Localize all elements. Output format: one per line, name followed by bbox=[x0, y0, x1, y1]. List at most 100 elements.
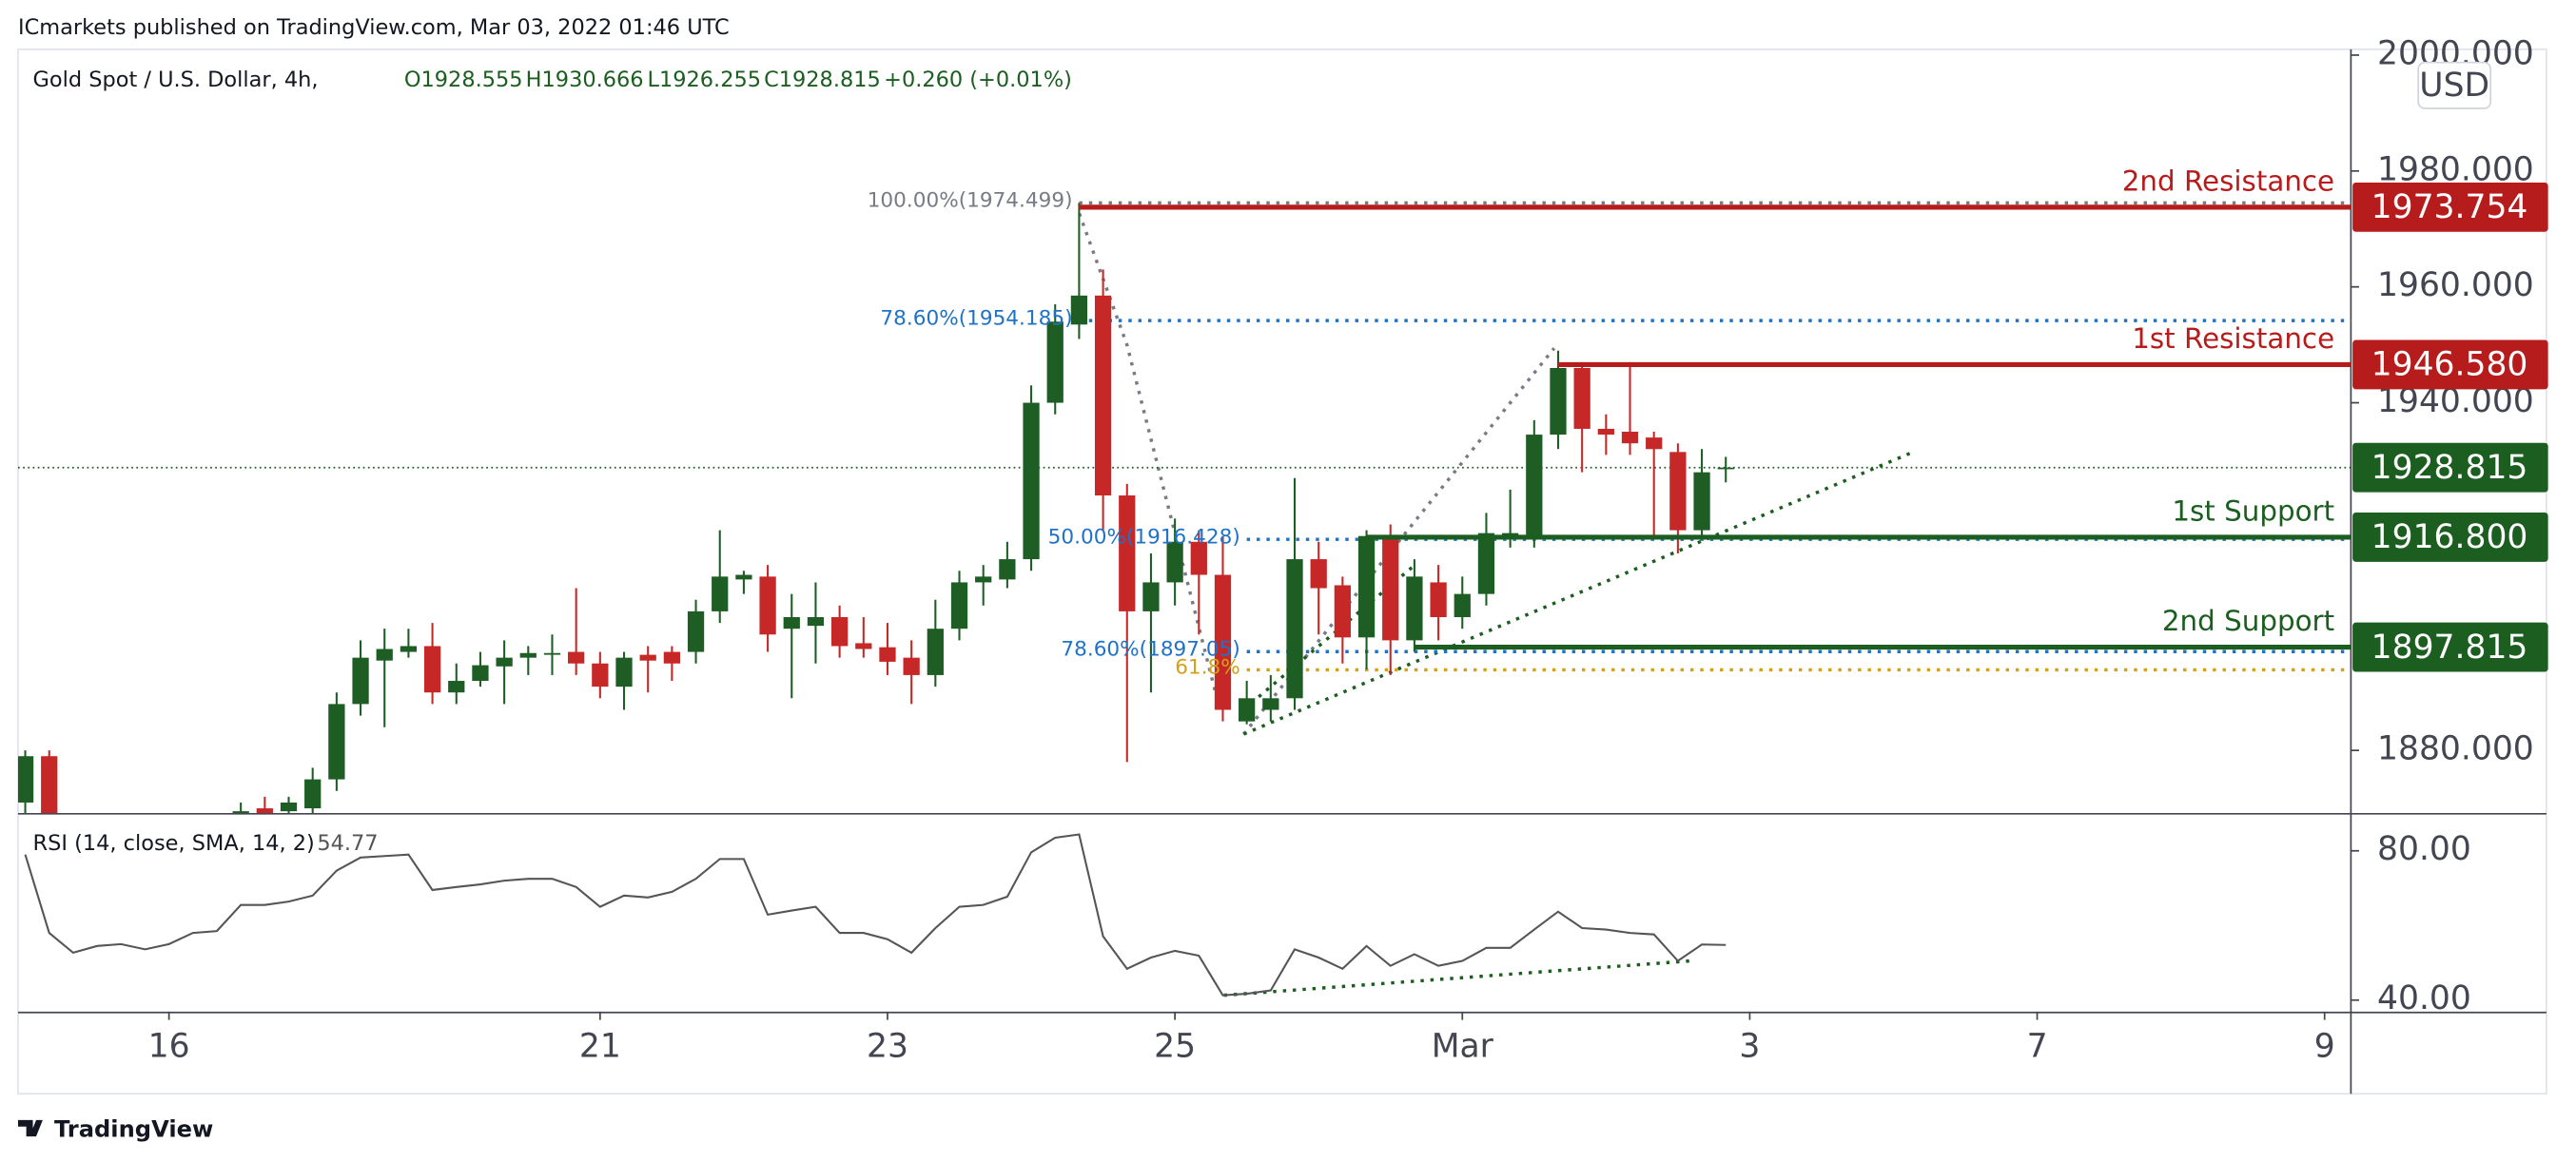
x-tick-label: 16 bbox=[148, 1027, 190, 1065]
candle-body bbox=[879, 647, 896, 662]
last-price-tag-bg bbox=[2352, 442, 2548, 493]
y-tick-label: 1960.000 bbox=[2377, 266, 2534, 304]
candle-body bbox=[1190, 541, 1207, 575]
symbol: Gold Spot / U.S. Dollar, 4h, bbox=[33, 68, 319, 92]
fib-label: 50.00%(1916.428) bbox=[1048, 525, 1240, 549]
candles bbox=[17, 201, 2352, 813]
fib-label: 61.8% bbox=[1175, 656, 1240, 680]
candle-body bbox=[1357, 535, 1376, 638]
candle-body bbox=[735, 574, 752, 580]
rsi-last: 54.77 bbox=[317, 831, 378, 856]
price-tag: 1973.754 bbox=[2371, 188, 2528, 226]
x-tick-label: Mar bbox=[1432, 1027, 1494, 1065]
candle-body bbox=[1406, 576, 1423, 641]
level-label: 2nd Support bbox=[2162, 605, 2334, 637]
candle-body bbox=[1430, 582, 1447, 617]
ohlc-low: L1926.255 bbox=[647, 68, 761, 92]
price-tag: 1897.815 bbox=[2371, 629, 2528, 667]
brand: TradingView bbox=[54, 1115, 213, 1142]
x-tick-label: 25 bbox=[1154, 1027, 1196, 1065]
last-price-tag: 1928.815 bbox=[2371, 449, 2528, 487]
trend-line bbox=[1242, 565, 1415, 711]
candle-body bbox=[1286, 559, 1303, 699]
candle-body bbox=[472, 665, 489, 682]
candle-body bbox=[1239, 698, 1256, 722]
level-label: 1st Support bbox=[2172, 495, 2334, 528]
drawing-line bbox=[1242, 347, 1556, 736]
drawings bbox=[1078, 212, 1915, 997]
candle-body bbox=[759, 576, 776, 635]
fib-label: 78.60%(1954.185) bbox=[880, 306, 1072, 330]
drawing-line bbox=[1078, 212, 1221, 707]
x-tick-label: 7 bbox=[2027, 1027, 2048, 1065]
candle-body bbox=[1119, 495, 1136, 611]
y-tick-label: 40.00 bbox=[2377, 979, 2471, 1017]
candle-body bbox=[1046, 321, 1064, 403]
candle-body bbox=[232, 811, 249, 813]
candle-body bbox=[1477, 533, 1495, 594]
candle-body bbox=[927, 629, 944, 675]
candle-body bbox=[17, 756, 34, 803]
candle-body bbox=[400, 646, 418, 652]
candle-body bbox=[1214, 574, 1232, 710]
candle-body bbox=[950, 582, 968, 629]
candle-body bbox=[1597, 428, 1614, 436]
currency-button[interactable]: USD bbox=[2417, 61, 2492, 109]
candle-body bbox=[1550, 367, 1567, 436]
candle-body bbox=[1573, 367, 1590, 429]
candle-body bbox=[1621, 432, 1639, 444]
ohlc-high: H1930.666 bbox=[526, 68, 644, 92]
rsi bbox=[24, 833, 1727, 997]
candle-body bbox=[712, 576, 729, 611]
candle-body bbox=[687, 610, 705, 652]
candle-body bbox=[1717, 467, 1734, 470]
y-tick-label: 1880.000 bbox=[2377, 730, 2534, 768]
frame bbox=[17, 48, 2547, 1095]
candle-body bbox=[304, 779, 322, 809]
candle-body bbox=[1070, 295, 1088, 325]
candle-body bbox=[1382, 535, 1399, 641]
price-tag-bg bbox=[2352, 182, 2548, 232]
candle-body bbox=[1693, 472, 1710, 531]
rsi-line bbox=[24, 833, 1727, 997]
candle-body bbox=[855, 643, 872, 649]
candle-body bbox=[568, 651, 585, 664]
rsi-trend-line bbox=[1223, 959, 1692, 997]
price-tag-bg bbox=[2352, 622, 2548, 672]
candle-body bbox=[1454, 593, 1471, 617]
currency: USD bbox=[2419, 67, 2489, 105]
logo: TradingView bbox=[17, 1115, 213, 1142]
fib-label: 100.00%(1974.499) bbox=[868, 189, 1073, 213]
price-tag: 1946.580 bbox=[2371, 346, 2528, 384]
candle-body bbox=[1310, 559, 1327, 589]
level-label: 1st Resistance bbox=[2132, 322, 2334, 355]
price-tag-bg bbox=[2352, 339, 2548, 390]
candle-body bbox=[1526, 435, 1543, 536]
fib-label: 78.60%(1897.05) bbox=[1061, 638, 1239, 662]
candle-body bbox=[280, 802, 298, 812]
candle-body bbox=[1262, 698, 1279, 710]
candle-body bbox=[1334, 585, 1352, 638]
candle-body bbox=[448, 681, 465, 693]
candle-body bbox=[256, 808, 273, 813]
candle-body bbox=[663, 651, 681, 664]
candle-body bbox=[1646, 437, 1663, 450]
candle-body bbox=[1023, 402, 1040, 560]
candle-body bbox=[496, 657, 513, 667]
y-tick-label: 80.00 bbox=[2377, 830, 2471, 868]
candle-body bbox=[639, 654, 656, 661]
candle-body bbox=[999, 559, 1016, 580]
currency-box bbox=[2417, 61, 2492, 109]
candle-body bbox=[328, 704, 345, 780]
rsi-title: RSI (14, close, SMA, 14, 2) bbox=[33, 831, 315, 856]
candle-body bbox=[1669, 452, 1687, 531]
price-tag: 1916.800 bbox=[2371, 518, 2528, 556]
ohlc-change: +0.260 (+0.01%) bbox=[884, 68, 1072, 92]
candle-body bbox=[807, 616, 825, 627]
candle-body bbox=[376, 649, 393, 661]
candle-body bbox=[783, 616, 800, 629]
candle-body bbox=[903, 657, 920, 675]
ohlc-open: O1928.555 bbox=[404, 68, 523, 92]
candle-body bbox=[41, 756, 58, 813]
